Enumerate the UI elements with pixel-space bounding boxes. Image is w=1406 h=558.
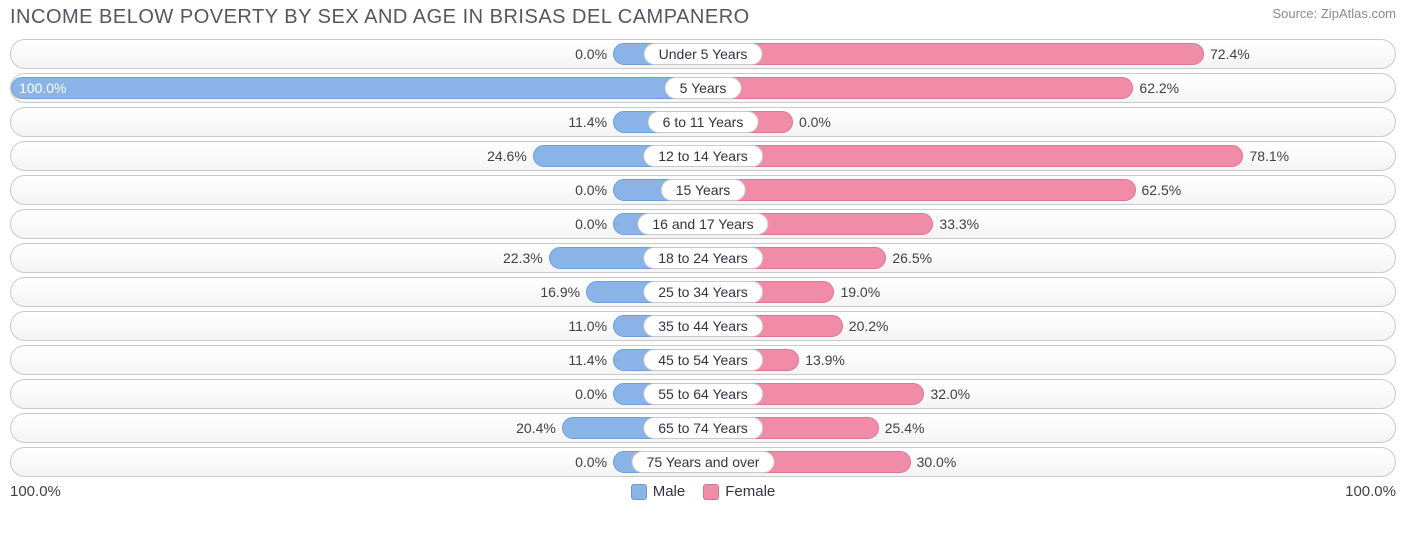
female-value-label: 62.5% [1142,182,1182,198]
category-pill: 55 to 64 Years [643,383,763,405]
female-value-label: 13.9% [805,352,845,368]
male-value-label: 20.4% [516,420,556,436]
chart-row: 11.0% 20.2% 35 to 44 Years [10,311,1396,341]
female-value-label: 78.1% [1249,148,1289,164]
category-pill: 5 Years [665,77,742,99]
male-value-label: 0.0% [575,216,607,232]
category-pill: 6 to 11 Years [648,111,759,133]
chart-row: 11.4% 13.9% 45 to 54 Years [10,345,1396,375]
chart-row: 0.0% 72.4% Under 5 Years [10,39,1396,69]
female-bar [703,77,1133,99]
chart-row: 100.0% 62.2% 5 Years [10,73,1396,103]
legend: Male Female [631,483,776,500]
category-pill: 15 Years [661,179,746,201]
category-pill: Under 5 Years [644,43,763,65]
chart-footer: 100.0% Male Female 100.0% [10,483,1396,500]
female-value-label: 72.4% [1210,46,1250,62]
category-pill: 65 to 74 Years [643,417,763,439]
legend-male: Male [631,483,686,500]
male-value-label: 11.4% [568,114,607,130]
female-value-label: 62.2% [1139,80,1179,96]
legend-female: Female [703,483,775,500]
male-value-label: 0.0% [575,46,607,62]
category-pill: 16 and 17 Years [637,213,768,235]
male-value-label: 11.4% [568,352,607,368]
chart-row: 0.0% 62.5% 15 Years [10,175,1396,205]
female-value-label: 30.0% [917,454,957,470]
male-value-label: 11.0% [568,318,607,334]
poverty-chart: INCOME BELOW POVERTY BY SEX AND AGE IN B… [0,0,1406,504]
female-bar [703,43,1204,65]
male-value-label: 24.6% [487,148,527,164]
axis-label-right: 100.0% [1345,483,1396,500]
chart-rows: 0.0% 72.4% Under 5 Years 100.0% 62.2% 5 Years… [10,39,1396,477]
male-value-label: 0.0% [575,386,607,402]
male-value-label: 0.0% [575,182,607,198]
female-value-label: 26.5% [892,250,932,266]
chart-row: 22.3% 26.5% 18 to 24 Years [10,243,1396,273]
female-value-label: 33.3% [939,216,979,232]
chart-row: 16.9% 19.0% 25 to 34 Years [10,277,1396,307]
male-value-label: 100.0% [19,80,66,96]
female-value-label: 19.0% [840,284,880,300]
chart-row: 24.6% 78.1% 12 to 14 Years [10,141,1396,171]
category-pill: 75 Years and over [632,451,775,473]
category-pill: 35 to 44 Years [643,315,763,337]
female-bar [703,145,1243,167]
axis-label-left: 100.0% [10,483,61,500]
category-pill: 12 to 14 Years [643,145,763,167]
swatch-female-icon [703,484,719,500]
chart-source: Source: ZipAtlas.com [1272,6,1396,21]
category-pill: 45 to 54 Years [643,349,763,371]
female-bar [703,179,1136,201]
chart-title: INCOME BELOW POVERTY BY SEX AND AGE IN B… [10,6,750,29]
chart-row: 0.0% 30.0% 75 Years and over [10,447,1396,477]
chart-row: 0.0% 33.3% 16 and 17 Years [10,209,1396,239]
female-value-label: 0.0% [799,114,831,130]
male-value-label: 16.9% [540,284,580,300]
male-value-label: 22.3% [503,250,543,266]
legend-male-label: Male [653,483,686,500]
legend-female-label: Female [725,483,775,500]
chart-row: 20.4% 25.4% 65 to 74 Years [10,413,1396,443]
chart-row: 0.0% 32.0% 55 to 64 Years [10,379,1396,409]
male-bar [11,77,703,99]
chart-row: 11.4% 0.0% 6 to 11 Years [10,107,1396,137]
female-value-label: 20.2% [849,318,889,334]
female-value-label: 25.4% [885,420,925,436]
category-pill: 25 to 34 Years [643,281,763,303]
chart-header: INCOME BELOW POVERTY BY SEX AND AGE IN B… [10,6,1396,29]
category-pill: 18 to 24 Years [643,247,763,269]
female-value-label: 32.0% [930,386,970,402]
male-value-label: 0.0% [575,454,607,470]
swatch-male-icon [631,484,647,500]
